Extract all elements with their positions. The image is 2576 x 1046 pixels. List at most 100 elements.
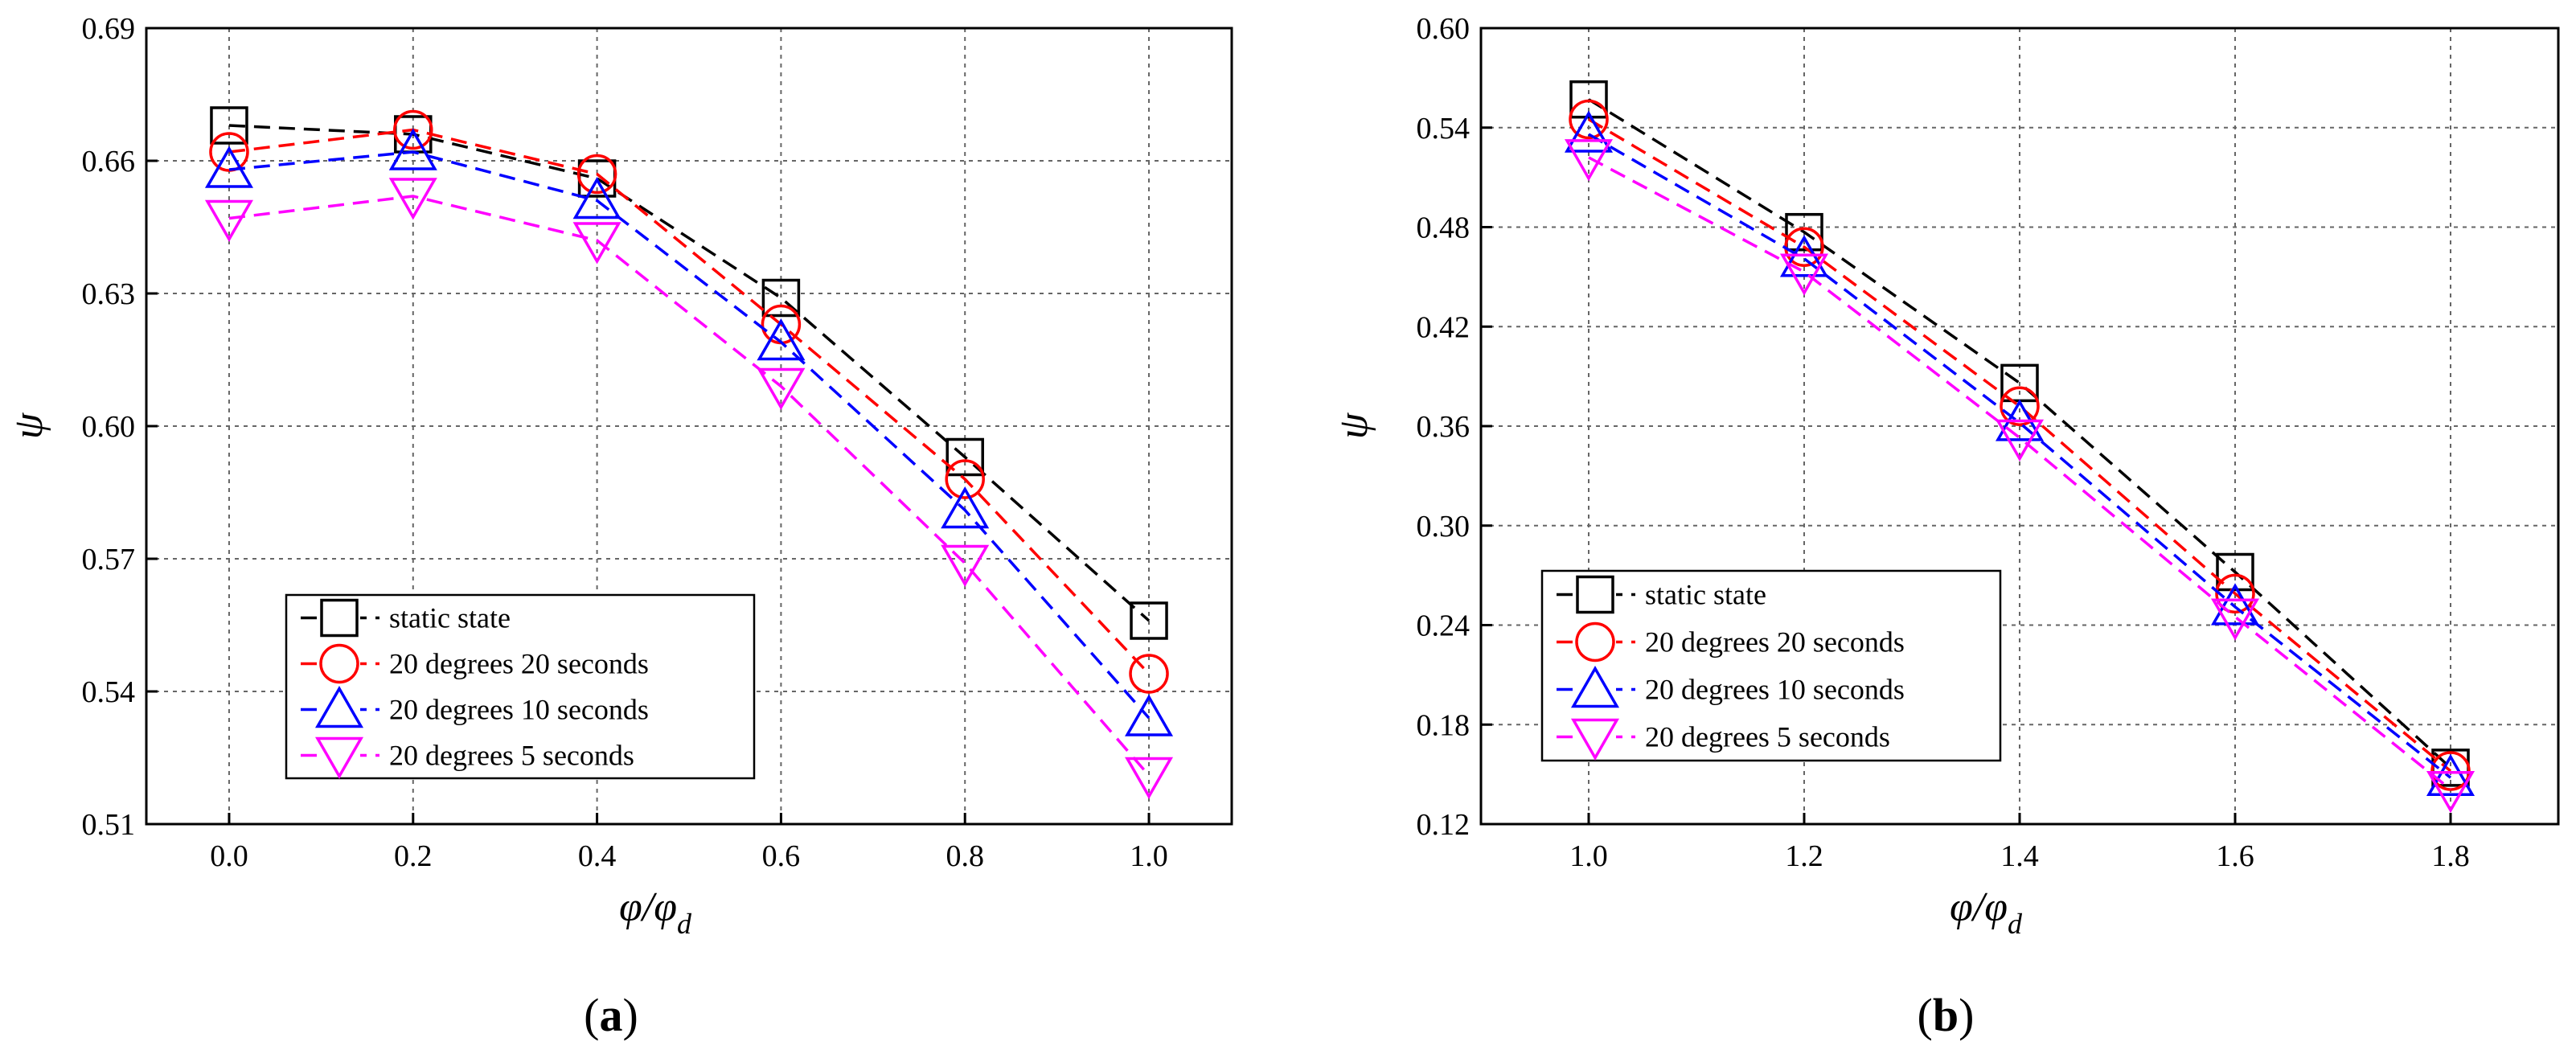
data-point [204,146,253,188]
y-tick-label: 0.42 [1417,310,1471,344]
series-line-0 [1588,98,2452,769]
x-tick-label: 0.2 [394,839,433,873]
x-tick-label: 1.8 [2431,839,2470,873]
y-tick-label: 0.18 [1417,708,1471,742]
data-point [1564,110,1614,153]
legend-marker-square [1576,575,1614,614]
legend-marker-circle [319,643,359,684]
x-tick-label: 1.2 [1785,839,1823,873]
legend-box [1540,569,2002,762]
y-tick-label: 0.24 [1417,609,1471,643]
series-line-2 [228,150,1151,720]
x-tick-label: 1.0 [1569,839,1608,873]
data-point [2426,770,2476,814]
y-axis-title: ψ [1331,412,1376,439]
x-tick-label: 1.0 [1130,839,1168,873]
data-point [1785,212,1823,252]
legend: static state 20 degrees 20 seconds 20 degr… [1540,569,2002,762]
data-point [1779,235,1829,277]
legend-label: static state [1645,579,1766,611]
y-tick-label: 0.69 [82,12,136,46]
data-point [1129,654,1169,694]
data-point [572,176,621,219]
x-tick-label: 0.0 [210,839,248,873]
data-point [210,106,248,145]
y-axis-title: ψ [6,412,51,439]
caption-letter: b [1933,989,1959,1041]
data-point [388,128,437,170]
data-point [757,367,806,411]
legend-marker-bg [318,687,360,732]
y-tick-label: 0.63 [82,277,136,311]
legend-marker-triangle-up [1570,665,1620,708]
y-tick-label: 0.60 [82,410,136,444]
x-tick-label: 0.4 [578,839,617,873]
legend: static state 20 degrees 20 seconds 20 degr… [285,593,756,780]
data-point [1779,253,1829,296]
data-point [576,154,617,195]
caption-close: ) [623,989,638,1041]
legend-marker-triangle-down [1570,718,1620,761]
data-point [393,109,433,150]
x-axis-title: φ/φd [1950,884,2023,940]
data-point [945,459,985,499]
data-point [2216,552,2254,592]
x-axis-title-main: φ/φ [1950,884,2008,930]
data-point [761,278,801,318]
x-tick-label: 0.8 [945,839,984,873]
caption-letter: a [600,989,623,1041]
caption-open: ( [1918,989,1933,1041]
series-line-3 [228,195,1151,777]
legend-label: 20 degrees 20 seconds [1645,626,1905,658]
x-axis-title: φ/φd [619,884,692,940]
y-tick-label: 0.12 [1417,808,1471,842]
data-point [1125,757,1174,800]
data-point [1569,99,1609,140]
y-tick-label: 0.66 [82,145,136,178]
legend-box [285,593,756,780]
legend-marker-triangle-up [314,685,364,728]
data-point [2210,583,2260,626]
y-tick-label: 0.54 [1417,112,1471,146]
legend-marker-circle [1575,621,1615,662]
data-point [945,437,984,477]
chart-panel-b: 1.0 1.2 1.4 1.6 1.8 0.12 0.18 0.24 0.30 0.36 0.42 0… [1331,12,2560,1041]
legend-label: 20 degrees 20 seconds [389,648,649,680]
legend-marker-triangle-down [314,736,364,780]
data-point [572,222,621,265]
x-axis-title-main: φ/φ [619,884,677,930]
x-tick-label: 0.6 [762,839,801,873]
legend-label: static state [389,602,511,634]
legend-marker-bg [318,733,360,777]
panel-caption: (a) [584,989,638,1041]
legend-marker-bg [1574,572,1616,617]
y-tick-label: 0.30 [1417,510,1471,544]
x-tick-label: 1.4 [2000,839,2039,873]
y-tick-label: 0.54 [82,675,136,709]
legend-label: 20 degrees 5 seconds [389,740,634,772]
y-tick-label: 0.51 [82,808,136,842]
data-point [2000,386,2040,426]
y-tick-label: 0.48 [1417,211,1471,245]
caption-open: ( [584,989,599,1041]
chart-panel-a: 0.0 0.2 0.4 0.6 0.8 1.0 0.51 0.54 0.57 0.60 0.63 0.… [6,12,1233,1041]
data-point [204,199,253,243]
data-point [1995,419,2045,461]
y-tick-label: 0.57 [82,543,136,576]
data-point [1564,139,1614,182]
data-point [1569,80,1608,119]
y-tick-label: 0.36 [1417,410,1471,444]
data-point [1130,601,1168,640]
legend-label: 20 degrees 10 seconds [389,694,649,726]
series-line-1 [228,128,1151,675]
data-point [1125,694,1174,736]
legend-marker-bg [1574,667,1616,712]
legend-marker-bg [1574,620,1616,664]
data-point [757,318,806,361]
legend-marker-square [320,598,359,638]
caption-close: ) [1959,989,1974,1041]
x-axis-title-subscript: d [2008,908,2023,940]
x-axis-title-subscript: d [677,908,692,940]
legend-marker-bg [1574,715,1616,759]
